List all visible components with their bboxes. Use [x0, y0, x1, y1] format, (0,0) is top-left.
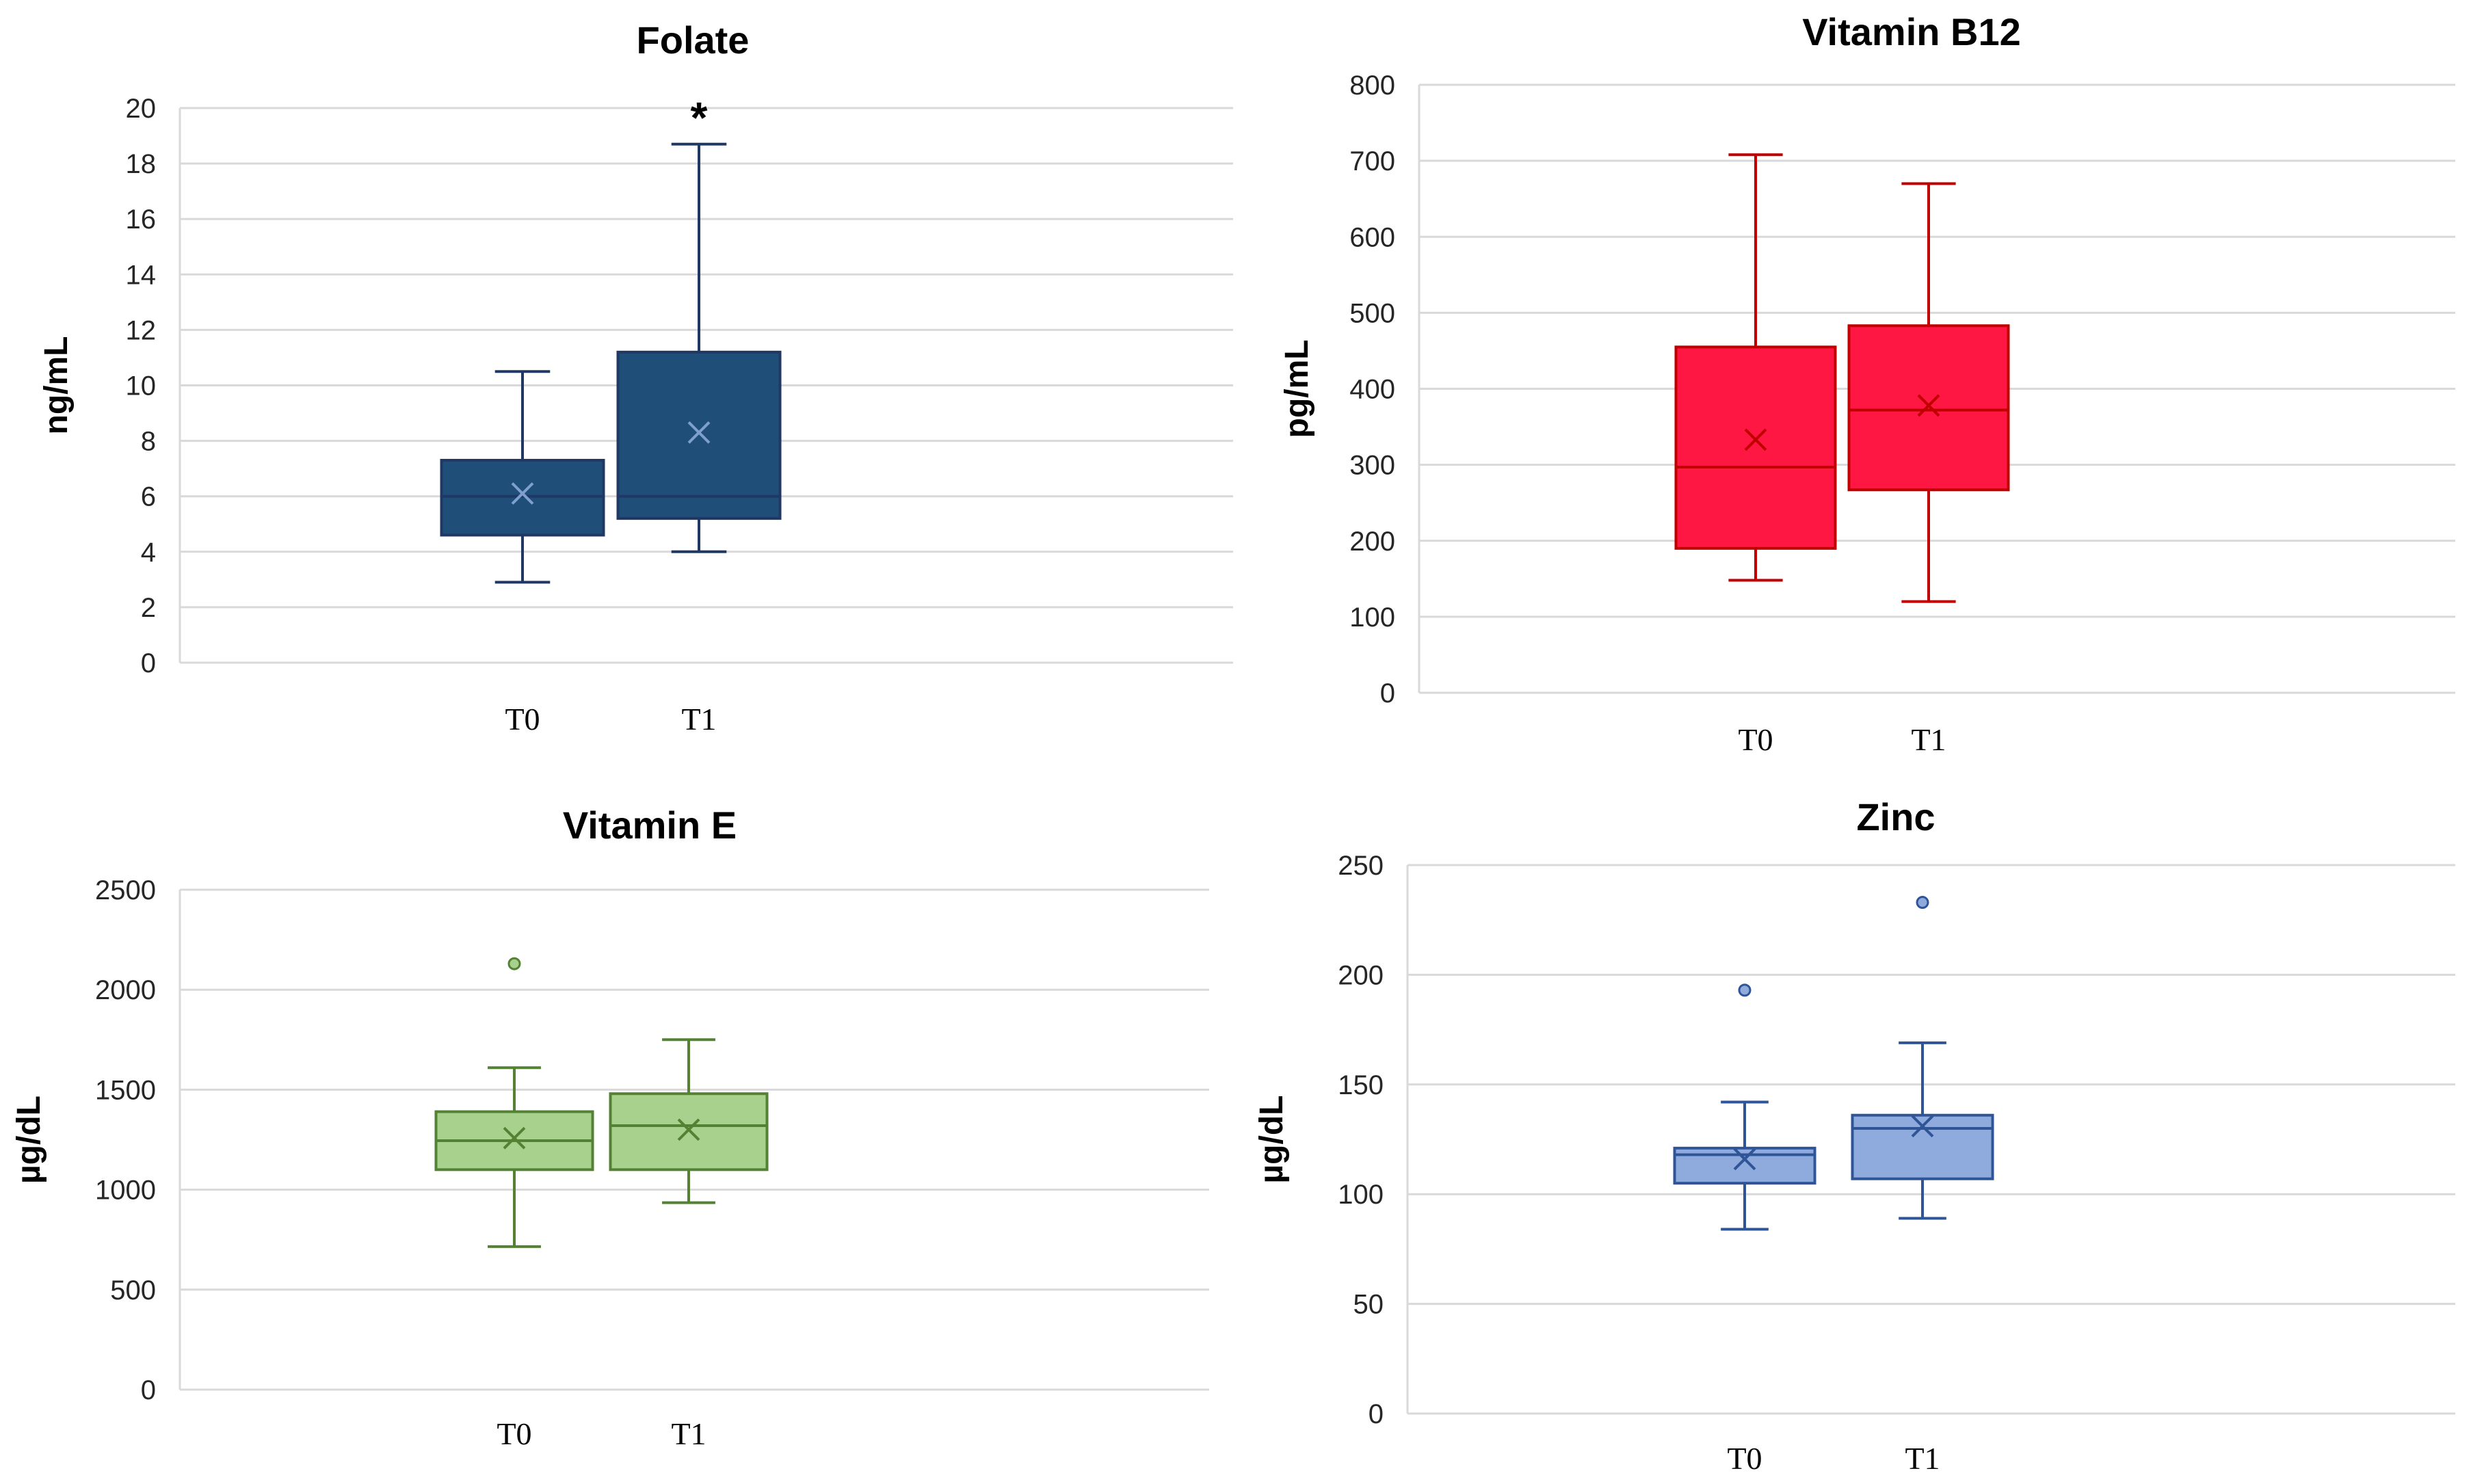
vitamin-e-mean-marker	[677, 1118, 700, 1141]
folate-iqr-box	[440, 458, 605, 537]
zinc-y-tick-label: 250	[1338, 851, 1384, 881]
zinc-y-axis-label: µg/dL	[1254, 1096, 1290, 1184]
vitamin-b12-mean-marker	[1744, 428, 1767, 451]
vitamin-b12-title: Vitamin B12	[1802, 10, 2021, 53]
folate-y-tick-label: 4	[141, 538, 156, 568]
folate-chart: Folate ng/mL 0 2 4 6 8 10 12 14 16 18 20 T0 T1 *	[38, 18, 1233, 737]
folate-y-axis-label: ng/mL	[38, 336, 75, 435]
vitamin-b12-y-tick-label: 0	[1380, 678, 1395, 708]
folate-y-tick-label: 20	[126, 94, 157, 124]
vitamin-b12-x-tick-label: T0	[1738, 722, 1773, 757]
vitamin-e-outlier-point	[507, 957, 521, 970]
vitamin-b12-box-t1	[1847, 182, 2010, 603]
folate-y-tick-label: 6	[141, 482, 156, 512]
vitamin-e-y-tick-label: 500	[110, 1275, 156, 1306]
zinc-box-t1	[1851, 896, 1994, 1220]
zinc-y-tick-label: 150	[1338, 1070, 1384, 1100]
folate-box-t1	[616, 142, 782, 553]
vitamin-e-mean-marker	[503, 1126, 526, 1150]
vitamin-e-y-tick-label: 0	[141, 1375, 156, 1405]
vitamin-b12-y-tick-label: 100	[1349, 602, 1395, 633]
folate-y-tick-label: 12	[126, 315, 157, 345]
vitamin-b12-iqr-box	[1847, 324, 2010, 492]
vitamin-b12-mean-marker	[1917, 394, 1940, 417]
vitamin-e-y-axis-label: µg/dL	[11, 1096, 47, 1184]
folate-y-tick-label: 2	[141, 593, 156, 623]
vitamin-b12-x-tick-label: T1	[1911, 722, 1946, 757]
vitamin-b12-y-tick-label: 700	[1349, 146, 1395, 176]
zinc-outlier-point	[1738, 983, 1752, 997]
zinc-mean-marker	[1733, 1148, 1756, 1171]
zinc-y-tick-label: 100	[1338, 1180, 1384, 1210]
vitamin-b12-y-tick-label: 400	[1349, 375, 1395, 405]
vitamin-b12-iqr-box	[1674, 345, 1837, 550]
vitamin-b12-y-tick-label: 500	[1349, 298, 1395, 328]
zinc-y-tick-label: 50	[1353, 1290, 1384, 1320]
vitamin-b12-box-t0	[1674, 153, 1837, 582]
zinc-title: Zinc	[1856, 795, 1935, 838]
zinc-y-tick-label: 0	[1369, 1399, 1384, 1429]
folate-y-tick-label: 16	[126, 204, 157, 235]
vitamin-b12-y-tick-label: 600	[1349, 222, 1395, 252]
folate-y-tick-label: 0	[141, 648, 156, 678]
vitamin-e-y-tick-label: 2500	[95, 875, 156, 905]
vitamin-e-x-tick-label: T0	[497, 1416, 531, 1451]
folate-title: Folate	[637, 18, 750, 62]
folate-mean-marker	[687, 421, 711, 444]
vitamin-e-y-tick-label: 1000	[95, 1176, 156, 1206]
vitamin-e-title: Vitamin E	[563, 804, 737, 847]
folate-y-tick-label: 14	[126, 260, 157, 290]
vitamin-b12-y-axis-label: pg/mL	[1279, 340, 1315, 438]
zinc-mean-marker	[1911, 1115, 1934, 1138]
vitamin-b12-y-tick-label: 800	[1349, 70, 1395, 101]
folate-y-tick-label: 18	[126, 149, 157, 179]
zinc-chart: Zinc µg/dL 0 50 100 150 200 250 T0 T1	[1254, 795, 2455, 1476]
vitamin-e-y-tick-label: 2000	[95, 975, 156, 1005]
vitamin-e-chart: Vitamin E µg/dL 0 500 1000 1500 2000 2500 T0 T1	[11, 804, 1209, 1451]
folate-x-tick-label: T0	[505, 702, 540, 737]
vitamin-e-y-tick-label: 1500	[95, 1075, 156, 1105]
vitamin-e-iqr-box	[609, 1092, 769, 1171]
vitamin-e-box-t0	[434, 957, 594, 1248]
zinc-y-tick-label: 200	[1338, 960, 1384, 990]
zinc-x-tick-label: T0	[1727, 1441, 1762, 1476]
vitamin-b12-y-tick-label: 300	[1349, 451, 1395, 481]
vitamin-e-box-t1	[609, 1038, 769, 1204]
folate-mean-marker	[511, 482, 534, 505]
zinc-outlier-point	[1916, 896, 1929, 910]
folate-iqr-box	[616, 350, 782, 520]
vitamin-e-x-tick-label: T1	[671, 1416, 706, 1451]
folate-y-tick-label: 10	[126, 371, 157, 401]
zinc-x-tick-label: T1	[1905, 1441, 1940, 1476]
vitamin-b12-y-tick-label: 200	[1349, 527, 1395, 557]
vitamin-b12-chart: Vitamin B12 pg/mL 0 100 200 300 400 500 600 700 80…	[1279, 10, 2455, 757]
folate-x-tick-label: T1	[681, 702, 716, 737]
folate-box-t0	[440, 370, 605, 584]
folate-y-tick-label: 8	[141, 427, 156, 457]
folate-significance-marker: *	[691, 93, 708, 142]
zinc-box-t0	[1673, 983, 1816, 1231]
